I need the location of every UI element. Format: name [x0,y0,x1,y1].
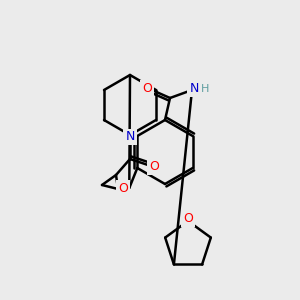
Text: O: O [118,182,128,194]
Text: O: O [149,160,159,173]
Text: O: O [142,82,152,94]
Text: H: H [201,84,209,94]
Text: N: N [125,130,135,143]
Text: O: O [183,212,193,226]
Text: N: N [189,82,199,95]
